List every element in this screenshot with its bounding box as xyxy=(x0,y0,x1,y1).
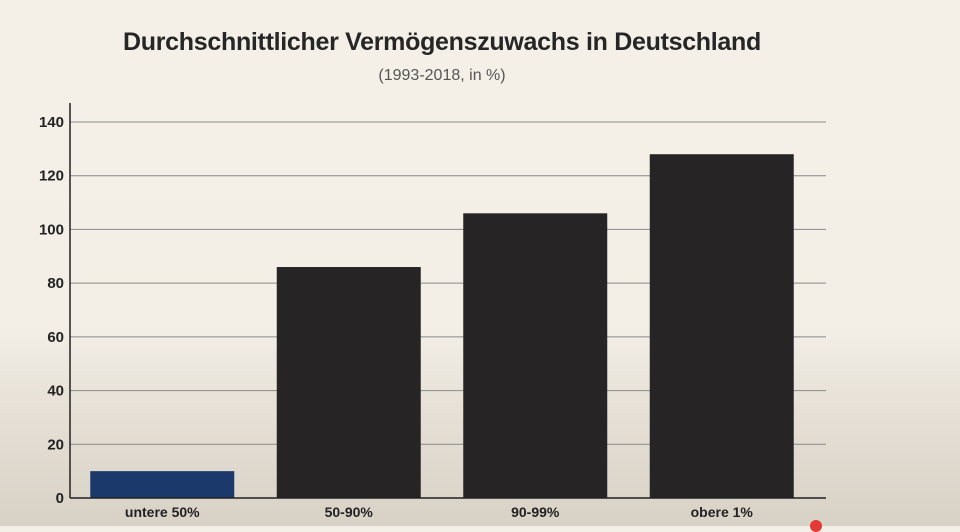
bar-3 xyxy=(463,213,608,499)
category-label: obere 1% xyxy=(691,504,754,520)
y-tick-label: 60 xyxy=(47,329,64,346)
bar-2 xyxy=(276,267,421,498)
y-tick-label: 40 xyxy=(47,383,64,400)
y-tick-label: 80 xyxy=(47,275,64,292)
bars xyxy=(90,154,794,499)
category-labels: untere 50% 50-90% 90-99% obere 1% xyxy=(125,504,754,520)
y-tick-label: 100 xyxy=(39,221,64,238)
y-tick-label: 0 xyxy=(56,490,64,507)
record-indicator-icon xyxy=(810,520,822,532)
category-label: 50-90% xyxy=(325,504,374,520)
chart-subtitle: (1993-2018, in %) xyxy=(378,67,506,84)
y-tick-labels: 0 20 40 60 80 100 120 140 xyxy=(39,114,64,507)
category-label: untere 50% xyxy=(125,504,200,520)
category-label: 90-99% xyxy=(511,504,560,520)
bar-1 xyxy=(90,471,235,498)
y-tick-label: 120 xyxy=(39,168,64,185)
bar-4 xyxy=(649,154,794,498)
y-tick-label: 20 xyxy=(47,436,64,453)
chart-title: Durchschnittlicher Vermögenszuwachs in D… xyxy=(123,28,761,56)
y-tick-label: 140 xyxy=(39,114,64,131)
